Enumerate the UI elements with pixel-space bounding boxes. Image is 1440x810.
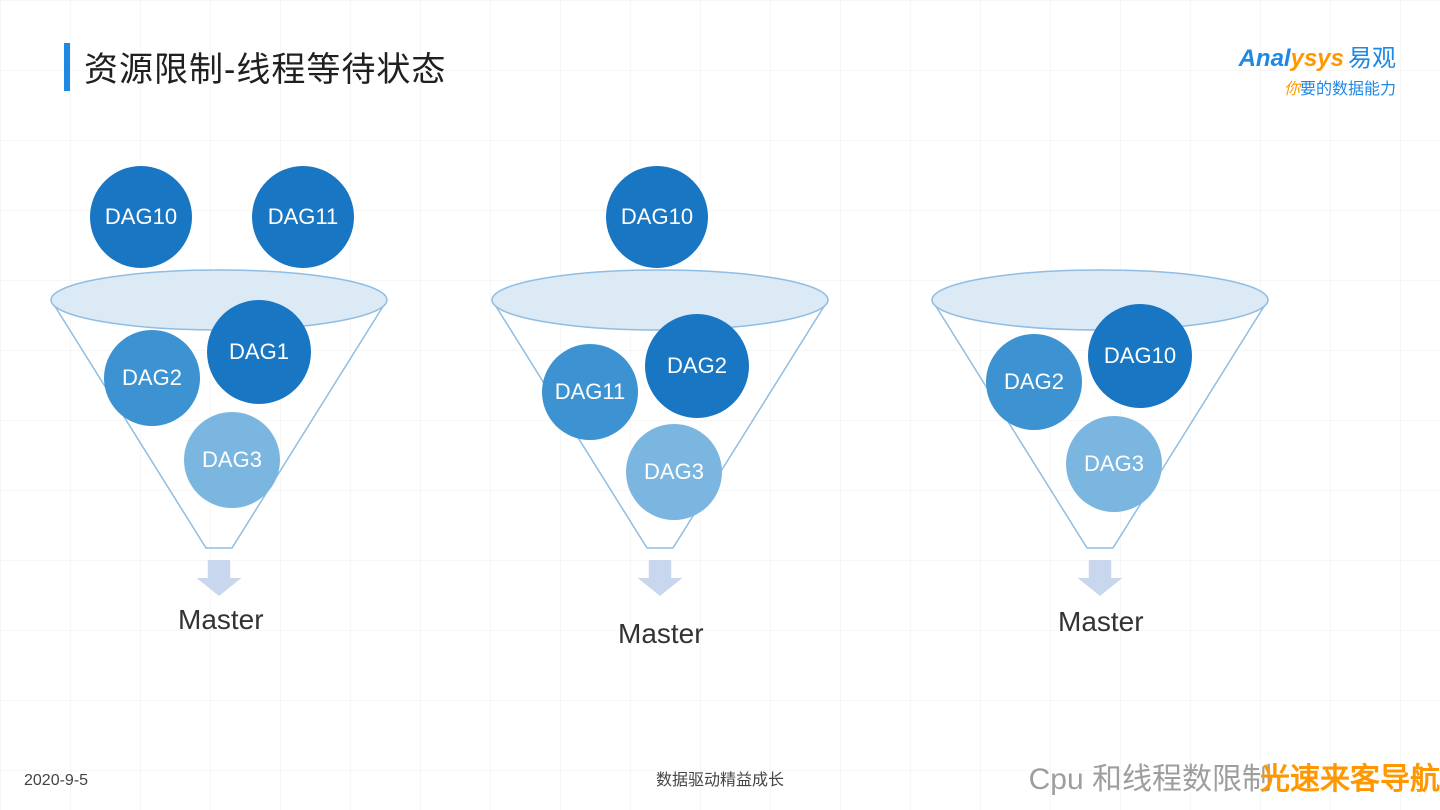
footer-right-overlay: 光速来客导航 bbox=[1260, 763, 1440, 796]
dag-node: DAG11 bbox=[252, 166, 354, 268]
funnel-label-master: Master bbox=[618, 618, 704, 650]
dag-node: DAG10 bbox=[90, 166, 192, 268]
dag-node: DAG3 bbox=[184, 412, 280, 508]
dag-node: DAG1 bbox=[207, 300, 311, 404]
footer-center: 数据驱动精益成长 bbox=[656, 766, 784, 790]
dag-node: DAG2 bbox=[104, 330, 200, 426]
dag-node: DAG2 bbox=[645, 314, 749, 418]
footer-date: 2020-9-5 bbox=[24, 772, 88, 790]
footer-right-gray: Cpu 和线程数限制 bbox=[1029, 763, 1272, 796]
dag-node: DAG3 bbox=[626, 424, 722, 520]
nodes-layer: MasterDAG10DAG11DAG1DAG2DAG3MasterDAG10D… bbox=[0, 0, 1440, 810]
dag-node: DAG11 bbox=[542, 344, 638, 440]
dag-node: DAG10 bbox=[606, 166, 708, 268]
footer-right: Cpu 和线程数限制光速来客导航 bbox=[1029, 754, 1440, 798]
funnel-label-master: Master bbox=[1058, 606, 1144, 638]
dag-node: DAG3 bbox=[1066, 416, 1162, 512]
funnel-label-master: Master bbox=[178, 604, 264, 636]
dag-node: DAG2 bbox=[986, 334, 1082, 430]
dag-node: DAG10 bbox=[1088, 304, 1192, 408]
